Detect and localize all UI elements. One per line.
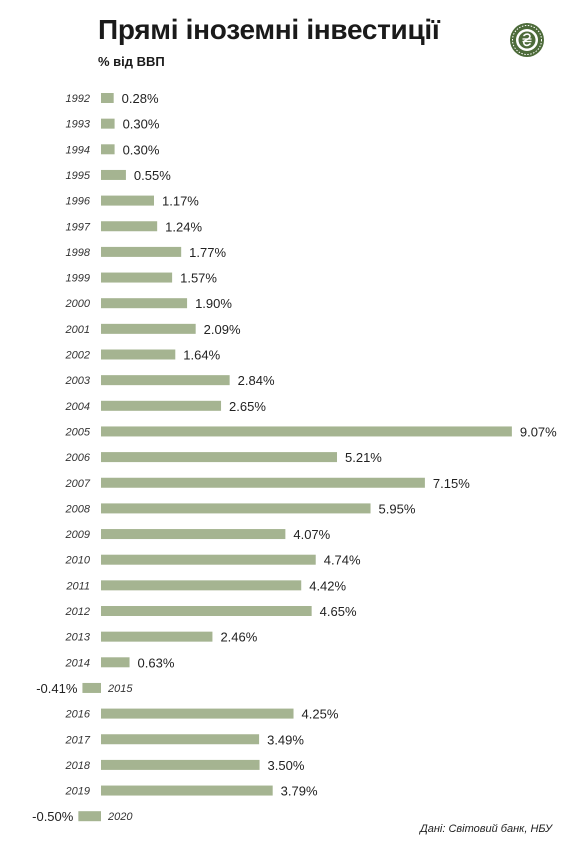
value-label-2010: 4.74% — [324, 553, 361, 568]
hryvnia-coin-icon — [510, 23, 544, 57]
value-label-2000: 1.90% — [195, 296, 232, 311]
bar-1999 — [101, 272, 173, 283]
value-label-2020: -0.50% — [32, 809, 74, 824]
value-label-2019: 3.79% — [281, 784, 318, 799]
value-label-1998: 1.77% — [189, 245, 226, 260]
value-label-2011: 4.42% — [309, 578, 346, 593]
bar-2001 — [101, 323, 196, 334]
bar-2005 — [101, 426, 512, 437]
year-label-2017: 2017 — [65, 734, 91, 746]
bar-2020 — [78, 811, 101, 822]
year-label-2000: 2000 — [65, 298, 91, 310]
value-label-2007: 7.15% — [433, 476, 470, 491]
value-label-1993: 0.30% — [123, 117, 160, 132]
bar-2008 — [101, 503, 371, 514]
year-label-1996: 1996 — [66, 196, 91, 208]
value-label-2009: 4.07% — [293, 527, 330, 542]
chart-title: Прямі іноземні інвестиції — [98, 14, 440, 45]
value-label-1997: 1.24% — [165, 219, 202, 234]
bar-1993 — [101, 118, 115, 129]
year-label-1999: 1999 — [66, 273, 90, 285]
bar-2004 — [101, 400, 222, 411]
bar-1994 — [101, 144, 115, 155]
year-label-2001: 2001 — [65, 324, 90, 336]
bar-2013 — [101, 631, 213, 642]
year-label-1998: 1998 — [66, 247, 91, 259]
bar-2002 — [101, 349, 176, 360]
year-label-2005: 2005 — [65, 426, 91, 438]
value-label-1996: 1.17% — [162, 194, 199, 209]
value-label-2006: 5.21% — [345, 450, 382, 465]
value-label-2004: 2.65% — [229, 399, 266, 414]
value-label-2018: 3.50% — [268, 758, 305, 773]
bar-1997 — [101, 221, 158, 232]
bar-2017 — [101, 734, 260, 745]
bar-1996 — [101, 195, 155, 206]
year-label-2002: 2002 — [65, 350, 90, 362]
value-label-1995: 0.55% — [134, 168, 171, 183]
year-label-2018: 2018 — [65, 760, 91, 772]
bar-2010 — [101, 554, 316, 565]
chart-subtitle: % від ВВП — [98, 54, 165, 69]
value-label-1994: 0.30% — [123, 142, 160, 157]
year-label-2020: 2020 — [107, 811, 133, 823]
year-label-2008: 2008 — [65, 503, 91, 515]
value-label-1999: 1.57% — [180, 271, 217, 286]
year-label-1995: 1995 — [66, 170, 91, 182]
year-label-2003: 2003 — [65, 375, 91, 387]
bar-2011 — [101, 580, 302, 591]
bar-1992 — [101, 93, 114, 103]
bar-2016 — [101, 708, 294, 719]
bar-2015 — [82, 682, 101, 693]
value-label-2014: 0.63% — [138, 655, 175, 670]
value-label-2002: 1.64% — [183, 348, 220, 363]
bar-2009 — [101, 529, 286, 540]
bar-2000 — [101, 298, 188, 309]
bar-2012 — [101, 606, 312, 616]
year-label-1997: 1997 — [66, 221, 91, 233]
bar-2003 — [101, 375, 230, 386]
year-label-2010: 2010 — [65, 555, 91, 567]
year-label-2019: 2019 — [65, 786, 90, 798]
bar-1995 — [101, 169, 126, 180]
value-label-2015: -0.41% — [36, 681, 78, 696]
value-label-2003: 2.84% — [238, 373, 275, 388]
bar-1998 — [101, 246, 182, 257]
value-label-1992: 0.28% — [122, 91, 159, 106]
year-label-1992: 1992 — [66, 93, 90, 105]
value-label-2013: 2.46% — [220, 630, 257, 645]
year-label-2013: 2013 — [65, 632, 91, 644]
value-label-2001: 2.09% — [204, 322, 241, 337]
bar-2014 — [101, 657, 130, 668]
year-label-2015: 2015 — [107, 683, 133, 695]
bar-2006 — [101, 452, 338, 463]
bar-2018 — [101, 759, 260, 770]
bar-2019 — [101, 785, 273, 796]
year-label-2006: 2006 — [65, 452, 91, 464]
year-label-2014: 2014 — [65, 657, 90, 669]
value-label-2008: 5.95% — [379, 501, 416, 516]
value-label-2017: 3.49% — [267, 732, 304, 747]
year-label-2011: 2011 — [65, 580, 90, 592]
year-label-2004: 2004 — [65, 401, 90, 413]
bar-2007 — [101, 477, 425, 488]
data-source-note: Дані: Світовий банк, НБУ — [420, 823, 552, 835]
value-label-2012: 4.65% — [320, 604, 357, 619]
year-label-2007: 2007 — [65, 478, 91, 490]
year-label-2009: 2009 — [65, 529, 90, 541]
year-label-1994: 1994 — [66, 144, 90, 156]
year-label-1993: 1993 — [66, 119, 91, 131]
value-label-2016: 4.25% — [302, 707, 339, 722]
year-label-2012: 2012 — [65, 606, 90, 618]
year-label-2016: 2016 — [65, 709, 91, 721]
value-label-2005: 9.07% — [520, 424, 557, 439]
